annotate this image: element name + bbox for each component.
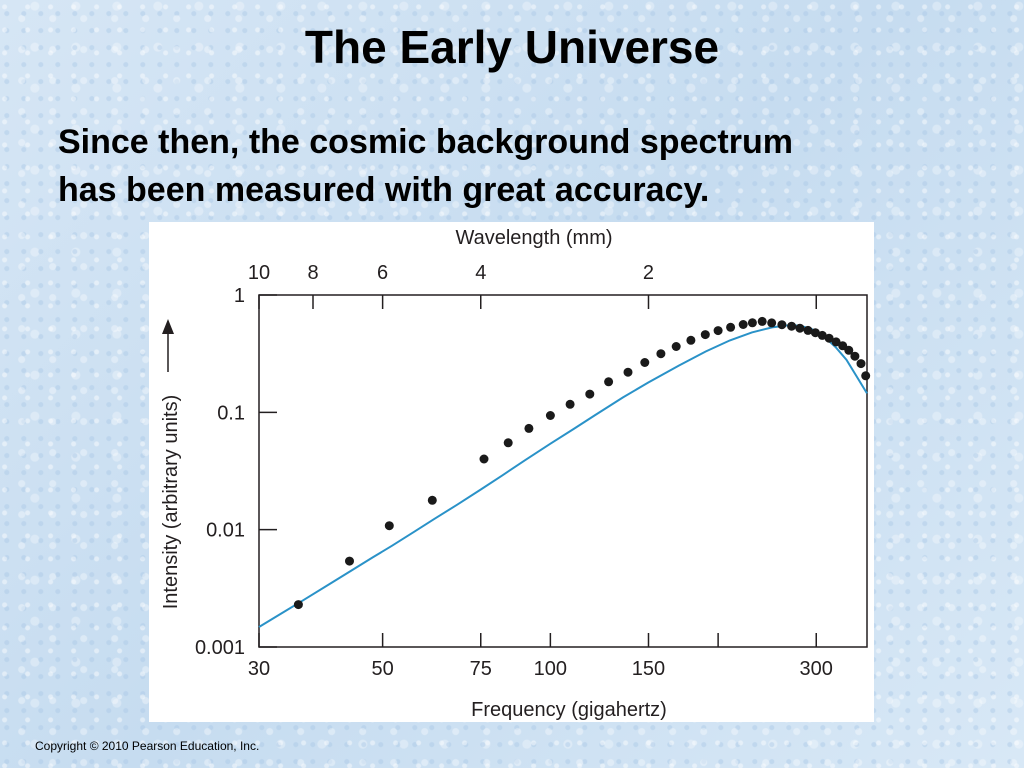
data-point xyxy=(585,389,595,399)
data-point xyxy=(856,359,866,369)
data-point xyxy=(757,316,767,326)
data-point xyxy=(656,349,666,359)
data-point xyxy=(293,600,303,610)
y-axis-arrow-head xyxy=(162,319,174,334)
data-point xyxy=(824,333,834,343)
y-axis-arrow xyxy=(162,319,174,372)
top-tick-label: 2 xyxy=(643,262,654,284)
spectrum-chart: 30 50 75 100 150 300 10 8 6 4 2 0.001 0.01 0.1 1 Wavel… xyxy=(149,222,874,722)
data-point xyxy=(345,556,354,566)
spectrum-chart-svg: 30 50 75 100 150 300 10 8 6 4 2 0.001 0.01 0.1 1 Wavel… xyxy=(160,227,871,721)
subtitle-line-2: has been measured with great accuracy. xyxy=(58,171,710,209)
y-tick-label: 0.01 xyxy=(206,520,245,542)
data-point xyxy=(686,335,696,345)
data-point xyxy=(640,358,650,367)
data-point xyxy=(861,371,871,381)
data-point xyxy=(726,322,736,332)
x-tick-label: 75 xyxy=(470,658,492,680)
top-tick-label: 6 xyxy=(377,262,388,284)
data-point xyxy=(479,454,489,464)
x-tick-label: 30 xyxy=(248,658,270,680)
data-point xyxy=(700,330,710,340)
top-tick-label: 10 xyxy=(248,262,270,284)
subtitle-line-1: Since then, the cosmic background spectr… xyxy=(58,123,793,161)
y-tick-label: 1 xyxy=(234,285,245,307)
data-point xyxy=(747,318,757,328)
data-point xyxy=(844,345,854,355)
data-point xyxy=(795,323,805,333)
data-point xyxy=(787,321,797,331)
data-point xyxy=(803,325,813,335)
data-point xyxy=(850,351,860,361)
slide-title: The Early Universe xyxy=(304,21,720,73)
data-point xyxy=(671,342,681,351)
slide-subtitle: Since then, the cosmic background spectr… xyxy=(58,118,958,214)
data-point xyxy=(545,411,555,420)
data-point xyxy=(623,367,633,377)
copyright-footer: Copyright © 2010 Pearson Education, Inc. xyxy=(35,739,260,753)
data-point xyxy=(713,326,723,336)
data-point xyxy=(565,399,575,409)
data-point xyxy=(503,438,513,448)
top-tick-label: 8 xyxy=(307,262,318,284)
plot-frame xyxy=(258,294,868,648)
data-point xyxy=(604,377,614,387)
x-tick-label: 300 xyxy=(800,658,833,680)
x-axis-label: Frequency (gigahertz) xyxy=(471,699,667,721)
top-axis-label: Wavelength (mm) xyxy=(455,227,612,249)
data-point xyxy=(831,337,841,347)
data-point xyxy=(817,330,827,340)
y-axis-label: Intensity (arbitrary units) xyxy=(160,395,182,610)
blackbody-curve xyxy=(258,324,868,628)
data-point xyxy=(427,495,437,505)
y-tick-label: 0.1 xyxy=(217,402,245,424)
data-point xyxy=(384,521,394,531)
top-tick-label: 4 xyxy=(475,262,486,284)
x-tick-label: 50 xyxy=(371,658,393,680)
data-point xyxy=(810,328,820,338)
data-point xyxy=(738,320,748,329)
data-point xyxy=(524,423,534,433)
y-tick-label: 0.001 xyxy=(195,637,245,659)
data-point xyxy=(767,318,777,328)
x-tick-label: 150 xyxy=(632,658,665,680)
x-tick-label: 100 xyxy=(534,658,567,680)
data-point xyxy=(777,320,787,330)
